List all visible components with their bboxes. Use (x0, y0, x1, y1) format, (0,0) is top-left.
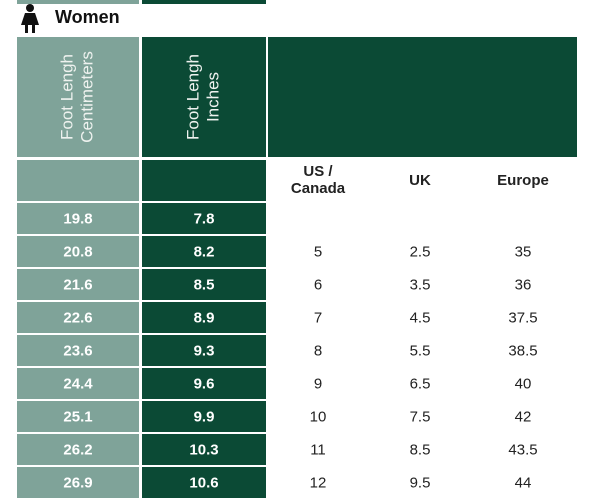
cell (17, 368, 139, 399)
cell (17, 434, 139, 465)
header-cell (268, 37, 577, 157)
cell-text: 8.2 (194, 243, 215, 260)
cell (142, 236, 266, 267)
subheader: Europe (497, 172, 549, 189)
subheader-cell (17, 160, 139, 201)
cell-text: 24.4 (63, 375, 93, 392)
women-icon (21, 4, 39, 33)
decor (17, 0, 139, 4)
cell-text: 23.6 (63, 342, 92, 359)
cell-text: 4.5 (410, 309, 431, 326)
cell (142, 467, 266, 498)
cell-text: 19.8 (63, 210, 92, 227)
cell-text: 11 (310, 441, 326, 458)
cell-text: 7.5 (410, 408, 431, 425)
cell (17, 302, 139, 333)
cell (142, 368, 266, 399)
cell-text: 5 (314, 243, 322, 260)
cell (142, 335, 266, 366)
cell-text: 40 (515, 375, 532, 392)
cell (142, 269, 266, 300)
cell-text: 8.9 (194, 309, 215, 326)
cell (142, 302, 266, 333)
cell-text: 42 (515, 408, 532, 425)
cell-text: 44 (515, 474, 532, 491)
cell-text: 9.3 (194, 342, 215, 359)
header-cell (142, 37, 266, 157)
cell-text: 9.6 (194, 375, 215, 392)
cell (17, 467, 139, 498)
cell-text: 8.5 (410, 441, 431, 458)
column-header: Centimeters (77, 51, 96, 143)
cell-text: 6 (314, 276, 322, 293)
cell (17, 335, 139, 366)
subheader-cell (142, 160, 266, 201)
cell-text: 35 (515, 243, 532, 260)
cell-text: 12 (310, 474, 327, 491)
column-header: Foot Lengh (183, 54, 202, 140)
cell-text: 9 (314, 375, 322, 392)
cell-text: 2.5 (410, 243, 431, 260)
cell-text: 8 (314, 342, 322, 359)
cell (142, 401, 266, 432)
cell-text: 8.5 (194, 276, 215, 293)
cell-text: 5.5 (410, 342, 431, 359)
cell-text: 26.9 (63, 474, 92, 491)
cell-text: 37.5 (508, 309, 537, 326)
header-cell (17, 37, 139, 157)
cell-text: 9.9 (194, 408, 215, 425)
subheader: US / (303, 163, 333, 180)
cell-text: 7 (314, 309, 322, 326)
cell-text: 25.1 (63, 408, 92, 425)
decor (142, 0, 266, 4)
cell-text: 10.3 (189, 441, 218, 458)
cell (17, 269, 139, 300)
cell-text: 10.6 (189, 474, 218, 491)
cell-text: 26.2 (63, 441, 92, 458)
section-title: Women (55, 7, 120, 27)
cell-text: 22.6 (63, 309, 92, 326)
subheader: UK (409, 172, 431, 189)
cell-text: 3.5 (410, 276, 431, 293)
cell (17, 236, 139, 267)
cell (17, 203, 139, 234)
cell-text: 36 (515, 276, 532, 293)
cell-text: 38.5 (508, 342, 537, 359)
cell-text: 6.5 (410, 375, 431, 392)
cell-text: 10 (310, 408, 327, 425)
cell (142, 434, 266, 465)
column-header: Inches (203, 72, 222, 122)
subheader: Canada (291, 180, 346, 197)
column-header: Foot Lengh (57, 54, 76, 140)
cell (142, 203, 266, 234)
cell-text: 21.6 (63, 276, 92, 293)
cell-text: 9.5 (410, 474, 431, 491)
cell-text: 7.8 (194, 210, 215, 227)
cell-text: 20.8 (63, 243, 92, 260)
cell (17, 401, 139, 432)
cell-text: 43.5 (508, 441, 537, 458)
